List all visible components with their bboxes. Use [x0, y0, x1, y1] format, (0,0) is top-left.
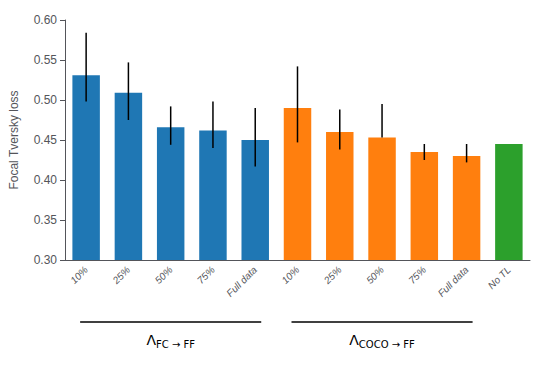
svg-text:0.60: 0.60 — [34, 13, 58, 27]
svg-text:0.30: 0.30 — [34, 253, 58, 267]
svg-text:Λ: Λ — [146, 332, 156, 348]
svg-text:75%: 75% — [195, 264, 217, 286]
svg-text:Focal Tversky loss: Focal Tversky loss — [7, 90, 21, 189]
svg-text:0.50: 0.50 — [34, 93, 58, 107]
svg-text:0.35: 0.35 — [34, 213, 58, 227]
svg-text:75%: 75% — [406, 264, 428, 286]
svg-text:0.45: 0.45 — [34, 133, 58, 147]
svg-text:Full data: Full data — [436, 264, 471, 299]
svg-text:10%: 10% — [68, 264, 90, 286]
svg-text:No TL: No TL — [486, 264, 513, 291]
svg-text:COCO → FF: COCO → FF — [359, 339, 415, 350]
svg-text:50%: 50% — [364, 264, 386, 286]
svg-text:10%: 10% — [279, 264, 301, 286]
svg-text:FC → FF: FC → FF — [156, 339, 195, 350]
svg-text:50%: 50% — [153, 264, 175, 286]
svg-text:25%: 25% — [321, 264, 344, 287]
svg-text:Λ: Λ — [349, 332, 359, 348]
svg-text:25%: 25% — [110, 264, 133, 287]
svg-text:Full data: Full data — [224, 264, 259, 299]
svg-text:0.55: 0.55 — [34, 53, 58, 67]
svg-text:0.40: 0.40 — [34, 173, 58, 187]
